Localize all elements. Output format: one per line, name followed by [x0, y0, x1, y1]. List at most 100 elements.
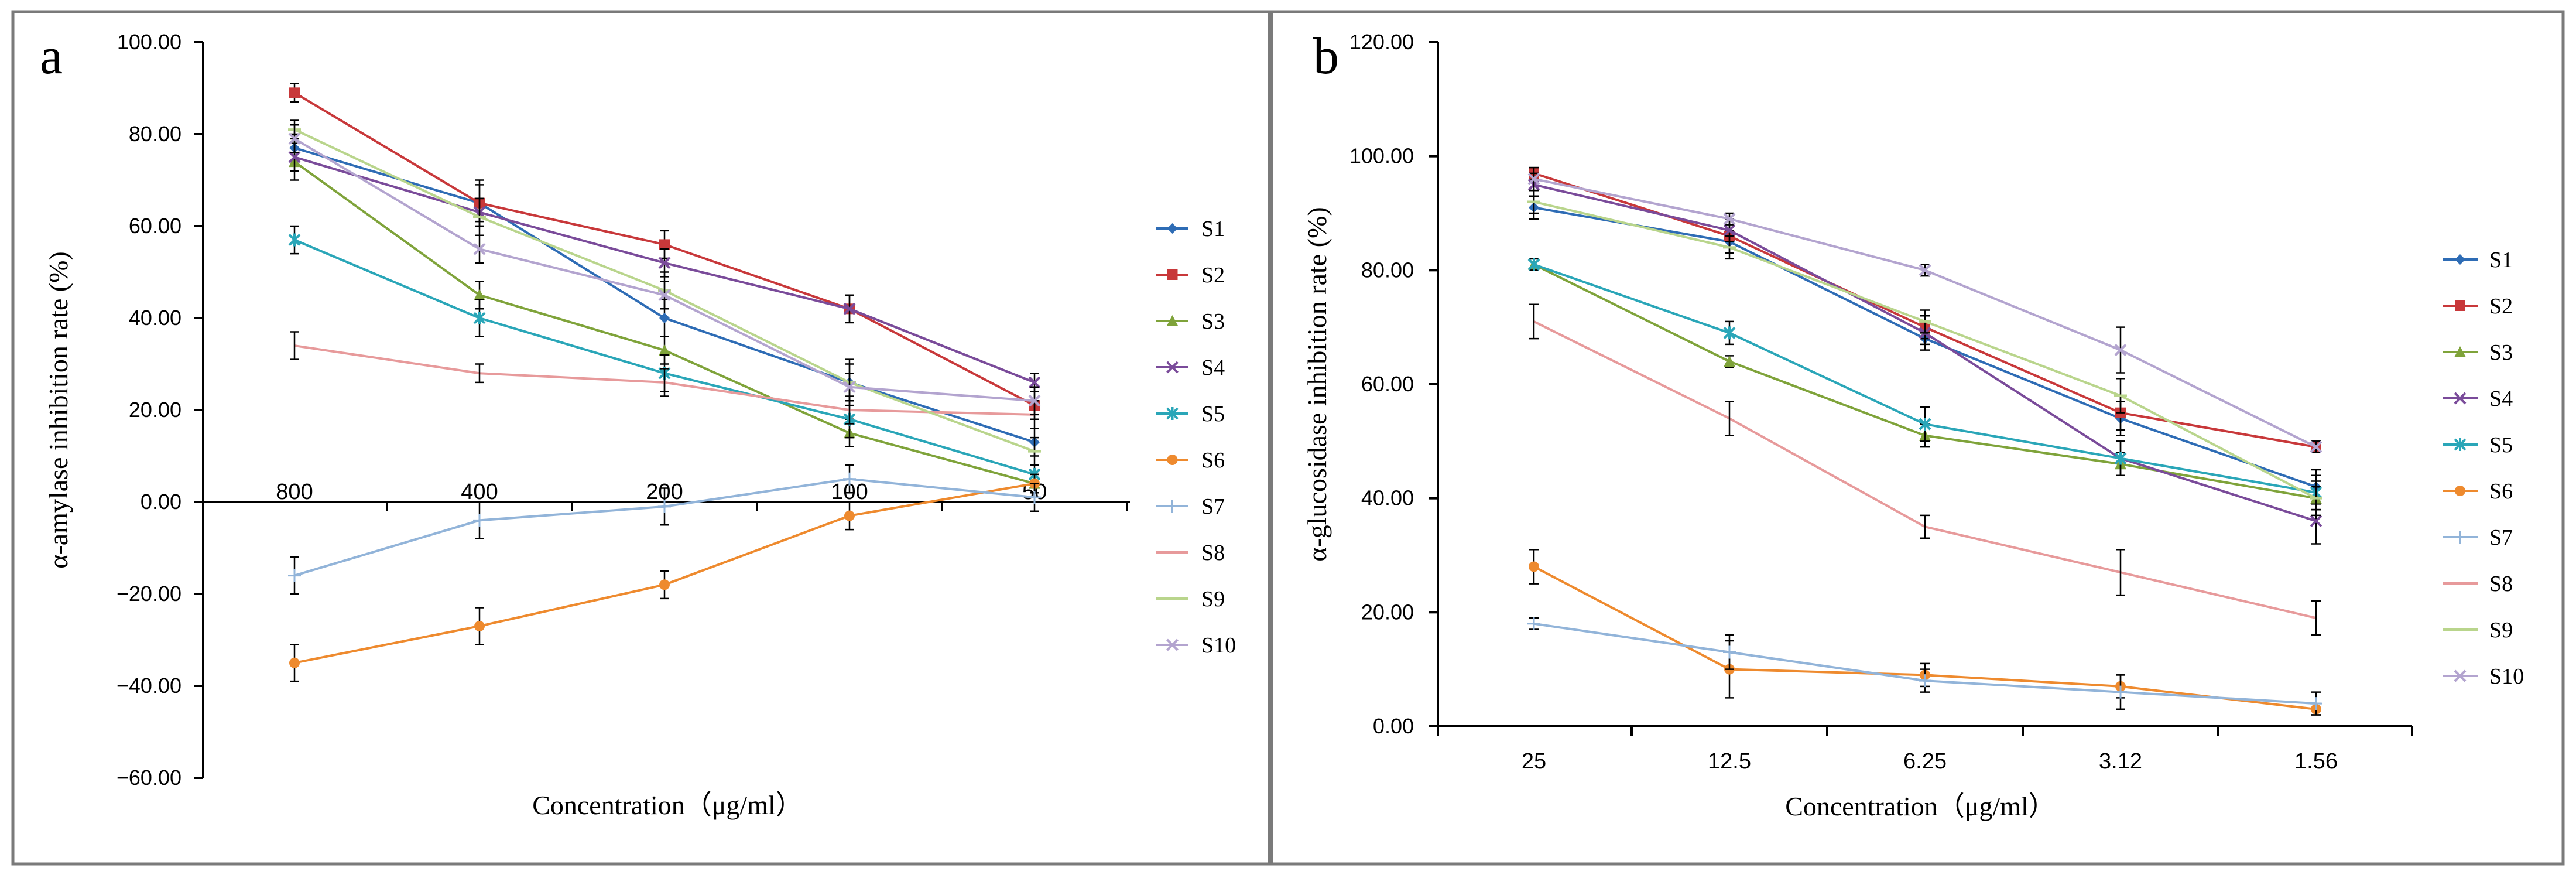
b-legend-label: S7 — [2489, 525, 2513, 550]
b-legend-item-s10: S10 — [2443, 664, 2524, 689]
b-series-s7 — [1527, 617, 2322, 716]
a-y-axis-title: α-amylase inhibition rate (%) — [43, 251, 73, 568]
a-y-tick-label: −20.00 — [117, 582, 181, 606]
b-error-bar — [2311, 600, 2321, 636]
a-data-point — [473, 514, 486, 527]
b-legend-marker — [2454, 392, 2467, 405]
b-error-bar — [1529, 303, 1539, 340]
a-legend-item-s4: S4 — [1156, 356, 1225, 380]
panel-b-label: b — [1313, 28, 1339, 85]
a-x-tick-label: 400 — [461, 480, 498, 504]
b-legend-item-s8: S8 — [2443, 572, 2513, 596]
b-data-point — [1724, 356, 1735, 367]
a-legend-item-s10: S10 — [1156, 633, 1236, 658]
b-legend-item-s7: S7 — [2443, 525, 2513, 550]
b-legend-label: S9 — [2489, 618, 2513, 643]
a-legend-label: S3 — [1201, 309, 1225, 334]
a-legend-item-s8: S8 — [1156, 541, 1225, 565]
a-legend-label: S10 — [1201, 633, 1236, 658]
a-error-bar — [660, 368, 669, 397]
a-legend-marker — [1167, 455, 1178, 465]
a-data-point — [474, 620, 485, 631]
a-y-tick-label: 20.00 — [129, 398, 181, 422]
a-y-tick-label: 40.00 — [129, 306, 181, 330]
a-data-point — [288, 569, 301, 582]
b-legend-label: S6 — [2489, 479, 2513, 504]
a-data-point — [659, 313, 670, 323]
b-legend-marker — [2454, 438, 2467, 451]
b-data-point — [1723, 224, 1736, 237]
b-legend-label: S1 — [2489, 248, 2513, 272]
a-legend-label: S4 — [1201, 356, 1225, 380]
b-data-point — [1919, 264, 1931, 276]
a-x-tick-label: 800 — [276, 480, 313, 504]
b-legend-marker — [2455, 300, 2465, 311]
b-legend-item-s4: S4 — [2443, 387, 2513, 411]
b-data-point — [2114, 685, 2127, 699]
b-y-tick-label: 60.00 — [1361, 372, 1414, 396]
panel-b-frame — [1270, 10, 2565, 866]
a-legend-item-s5: S5 — [1156, 402, 1225, 426]
b-data-point — [1919, 674, 1931, 688]
chart-b: 120.00 100.00 80.00 60.00 40.00 20.00 0.00 25 12… — [1302, 30, 2524, 821]
a-data-point — [658, 257, 671, 269]
b-series-s8 — [1529, 303, 2321, 636]
b-legend-marker — [2454, 531, 2467, 544]
b-legend-label: S5 — [2489, 433, 2513, 457]
a-data-point — [844, 510, 855, 521]
a-legend-marker — [1167, 269, 1178, 280]
b-data-point — [2310, 440, 2322, 453]
a-data-point — [658, 289, 671, 302]
a-legend-label: S1 — [1201, 217, 1225, 241]
b-data-point — [2114, 344, 2127, 357]
a-data-point — [843, 381, 856, 394]
b-error-bar — [2116, 549, 2125, 596]
a-legend-marker — [1166, 500, 1179, 513]
b-data-point — [1529, 561, 1539, 572]
a-data-point — [289, 87, 300, 98]
b-legend-item-s9: S9 — [2443, 618, 2513, 643]
b-error-bar — [1725, 400, 1734, 436]
b-data-point — [1723, 326, 1736, 340]
panel-a-frame — [11, 10, 1271, 866]
a-legend-label: S2 — [1201, 263, 1225, 288]
b-y-tick-label: 100.00 — [1349, 144, 1414, 168]
b-legend-marker — [2455, 254, 2465, 265]
b-legend-label: S4 — [2489, 387, 2513, 411]
a-legend-label: S6 — [1201, 448, 1225, 473]
b-legend-item-s2: S2 — [2443, 294, 2513, 319]
a-legend-marker — [1166, 361, 1179, 374]
a-y-tick-label: −40.00 — [117, 674, 181, 698]
b-x-tick-label: 1.56 — [2294, 749, 2338, 774]
a-legend-marker — [1166, 638, 1179, 651]
a-y-tick-label: −60.00 — [117, 766, 181, 790]
a-y-tick-label: 0.00 — [141, 490, 181, 514]
a-series-s10 — [288, 124, 1041, 416]
b-legend-item-s1: S1 — [2443, 248, 2513, 272]
a-error-bar — [290, 331, 299, 360]
a-data-point — [1028, 491, 1041, 504]
a-legend-item-s1: S1 — [1156, 217, 1225, 241]
b-data-point — [1527, 617, 1540, 630]
a-legend-label: S5 — [1201, 402, 1225, 426]
b-y-tick-label: 0.00 — [1373, 714, 1414, 738]
b-data-point — [2310, 515, 2322, 528]
a-y-tick-label: 100.00 — [117, 30, 181, 54]
b-legend-marker — [2455, 486, 2465, 496]
a-data-point — [843, 302, 856, 315]
b-data-point — [2114, 452, 2127, 465]
chart-a: 100.00 80.00 60.00 40.00 20.00 0.00 −20.00 −40.… — [43, 30, 1236, 820]
b-legend-label: S10 — [2489, 664, 2524, 689]
b-series-s9 — [1527, 189, 2322, 517]
a-legend-item-s9: S9 — [1156, 587, 1225, 611]
a-legend-item-s3: S3 — [1156, 309, 1225, 334]
a-legend-item-s7: S7 — [1156, 494, 1225, 519]
a-legend-marker — [1166, 407, 1179, 420]
b-y-tick-label: 80.00 — [1361, 258, 1414, 282]
a-legend-item-s2: S2 — [1156, 263, 1225, 288]
b-data-point — [1527, 258, 1540, 271]
b-y-tick-label: 120.00 — [1349, 30, 1414, 54]
b-data-point — [1723, 645, 1736, 659]
b-legend-item-s5: S5 — [2443, 433, 2513, 457]
